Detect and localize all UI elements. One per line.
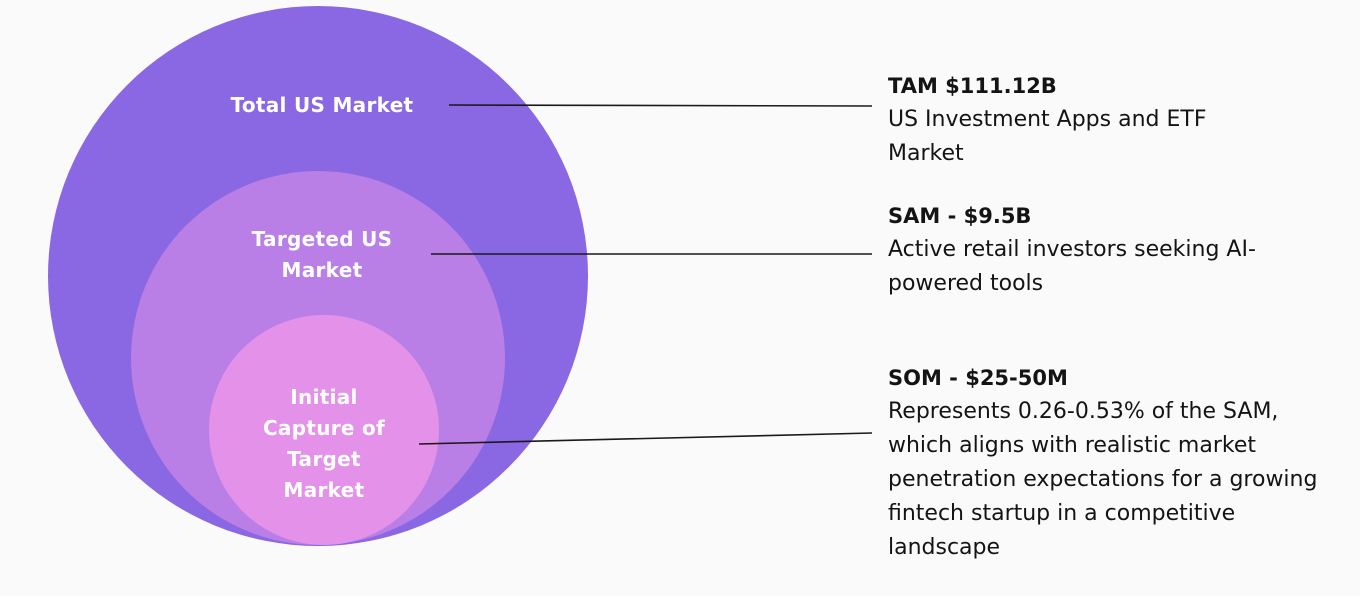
som-text: Represents 0.26-0.53% of the SAM, which … xyxy=(888,399,1318,560)
tam-text: US Investment Apps and ETF Market xyxy=(888,107,1207,166)
tam-description: TAM $111.12B US Investment Apps and ETF … xyxy=(888,69,1328,171)
som-heading: SOM - $25-50M xyxy=(888,366,1068,390)
tam-heading: TAM $111.12B xyxy=(888,74,1057,98)
tam-circle-label: Total US Market xyxy=(230,93,414,117)
sam-text: Active retail investors seeking AI-power… xyxy=(888,237,1256,296)
tam-connector-line xyxy=(448,104,873,107)
sam-description: SAM - $9.5B Active retail investors seek… xyxy=(888,199,1328,301)
som-circle xyxy=(209,315,439,545)
som-circle-label: Initial Capture of Target Market xyxy=(262,385,386,502)
sam-circle-label: Targeted US Market xyxy=(251,227,393,282)
som-description: SOM - $25-50M Represents 0.26-0.53% of t… xyxy=(888,361,1328,565)
som-connector-line xyxy=(418,432,873,445)
sam-heading: SAM - $9.5B xyxy=(888,204,1032,228)
